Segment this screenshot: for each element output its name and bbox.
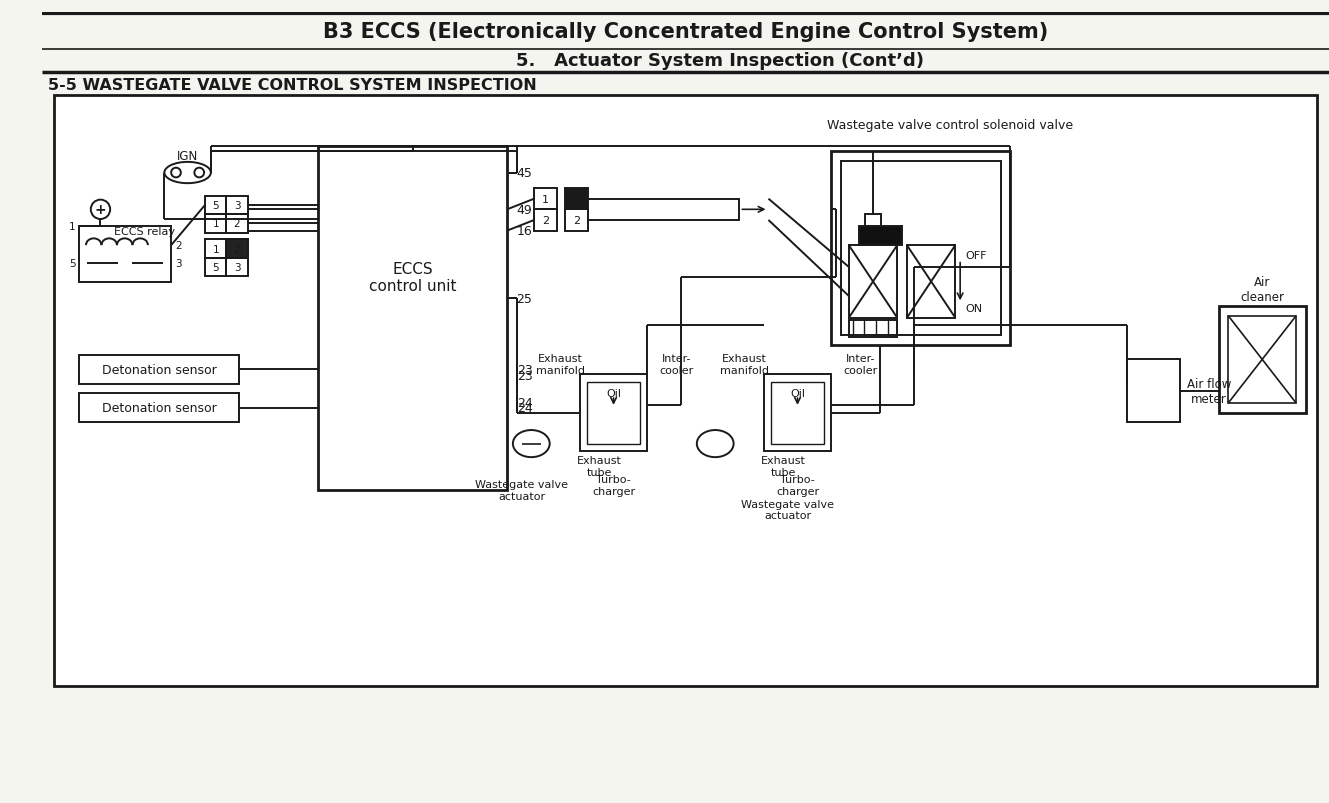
Bar: [565, 210, 589, 231]
Bar: [226, 215, 247, 233]
Text: Oil: Oil: [789, 389, 805, 399]
Bar: [226, 240, 247, 259]
Text: Air flow
meter: Air flow meter: [1187, 377, 1231, 406]
Bar: [1228, 316, 1296, 403]
Text: 2: 2: [542, 216, 549, 226]
Bar: [226, 259, 247, 277]
Text: 24: 24: [517, 402, 533, 415]
Text: Wastegate valve
actuator: Wastegate valve actuator: [742, 499, 835, 520]
Bar: [80, 355, 239, 384]
Bar: [832, 152, 1010, 345]
Text: 1: 1: [213, 219, 219, 229]
Text: ECCS relay: ECCS relay: [113, 226, 174, 236]
Bar: [841, 161, 1001, 336]
Bar: [205, 240, 226, 259]
Text: Inter-
cooler: Inter- cooler: [659, 354, 694, 376]
Bar: [226, 197, 247, 215]
Text: 3: 3: [234, 201, 241, 210]
Bar: [579, 374, 647, 452]
Text: 5: 5: [213, 263, 219, 272]
Text: Wastegate valve
actuator: Wastegate valve actuator: [474, 479, 567, 501]
Bar: [534, 189, 557, 210]
Text: 5: 5: [69, 259, 76, 268]
Text: 16: 16: [517, 225, 533, 238]
Bar: [226, 240, 247, 259]
Text: ECCS
control unit: ECCS control unit: [369, 262, 456, 294]
Text: 25: 25: [517, 292, 533, 305]
Bar: [565, 189, 589, 210]
Bar: [906, 246, 956, 318]
Bar: [205, 215, 226, 233]
Text: 24: 24: [517, 397, 533, 410]
Text: 1: 1: [213, 244, 219, 255]
Bar: [1219, 307, 1306, 413]
Text: 23: 23: [517, 363, 533, 376]
Text: Exhaust
tube: Exhaust tube: [577, 455, 622, 477]
Text: 2: 2: [175, 241, 182, 251]
Text: 23: 23: [517, 370, 533, 383]
Text: Wastegate valve control solenoid valve: Wastegate valve control solenoid valve: [827, 119, 1073, 132]
Text: 45: 45: [517, 167, 533, 180]
Text: 2: 2: [234, 244, 241, 255]
Text: B3 ECCS (Electronically Concentrated Engine Control System): B3 ECCS (Electronically Concentrated Eng…: [323, 22, 1047, 42]
Bar: [80, 393, 239, 422]
Bar: [587, 382, 639, 444]
Text: Exhaust
manifold: Exhaust manifold: [720, 354, 768, 376]
Bar: [849, 320, 897, 338]
Bar: [205, 197, 226, 215]
Text: 1: 1: [573, 194, 581, 205]
Text: 3: 3: [175, 259, 182, 268]
Text: 2: 2: [573, 216, 581, 226]
Text: Air
cleaner: Air cleaner: [1240, 275, 1284, 304]
Text: IGN: IGN: [177, 149, 198, 162]
Text: 5: 5: [213, 201, 219, 210]
Text: Oil: Oil: [606, 389, 621, 399]
Text: Inter-
cooler: Inter- cooler: [844, 354, 877, 376]
Text: 5-5 WASTEGATE VALVE CONTROL SYSTEM INSPECTION: 5-5 WASTEGATE VALVE CONTROL SYSTEM INSPE…: [48, 78, 537, 93]
Text: ON: ON: [965, 304, 982, 314]
Bar: [54, 96, 1317, 686]
Bar: [865, 215, 881, 226]
Text: Exhaust
tube: Exhaust tube: [760, 455, 805, 477]
Bar: [80, 226, 171, 283]
Text: OFF: OFF: [965, 251, 986, 260]
Text: Exhaust
manifold: Exhaust manifold: [536, 354, 585, 376]
Text: 1: 1: [69, 222, 76, 231]
Text: Turbo-
charger: Turbo- charger: [591, 475, 635, 496]
Text: +: +: [94, 203, 106, 217]
Bar: [1127, 360, 1180, 422]
Text: 5.   Actuator System Inspection (Cont’d): 5. Actuator System Inspection (Cont’d): [516, 52, 924, 70]
Bar: [43, 13, 1329, 59]
Text: 2: 2: [234, 219, 241, 229]
Text: Detonation sensor: Detonation sensor: [102, 402, 217, 415]
Bar: [849, 246, 897, 318]
Text: Detonation sensor: Detonation sensor: [102, 363, 217, 376]
Text: 3: 3: [234, 263, 241, 272]
Text: 1: 1: [542, 194, 549, 205]
Bar: [771, 382, 824, 444]
Bar: [205, 259, 226, 277]
Bar: [319, 147, 508, 491]
Text: Turbo-
charger: Turbo- charger: [776, 475, 819, 496]
Text: 49: 49: [517, 204, 533, 217]
Bar: [764, 374, 832, 452]
Bar: [859, 226, 902, 246]
Bar: [534, 210, 557, 231]
